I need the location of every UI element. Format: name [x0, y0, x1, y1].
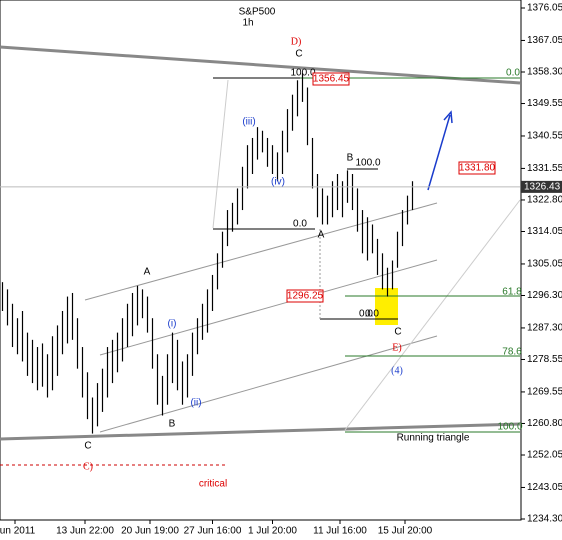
- y-tick-label: 1367.05: [527, 35, 562, 46]
- x-tick-label: Jun 2011: [0, 526, 36, 537]
- annotation: 1296.25: [287, 291, 324, 302]
- y-tick-label: 1349.55: [527, 98, 562, 109]
- annotation: 1331.80: [459, 163, 496, 174]
- annotation: B: [347, 153, 354, 164]
- y-tick-label: 1243.05: [527, 482, 562, 493]
- last-price-box: [521, 180, 562, 193]
- y-tick-label: 1296.30: [527, 290, 562, 301]
- trendline: [0, 45, 521, 85]
- annotation: E): [392, 342, 401, 353]
- arrow: [427, 114, 451, 191]
- annotation: critical: [199, 479, 227, 490]
- annotation: C: [84, 441, 91, 452]
- y-tick-label: 1322.80: [527, 195, 562, 206]
- helper-line: [212, 79, 229, 229]
- annotation: 61.8: [502, 287, 522, 298]
- y-tick-label: 1305.05: [527, 259, 562, 270]
- highlight-box: [375, 288, 398, 325]
- annotation: Running triangle: [397, 433, 470, 444]
- chart-title: S&P500: [239, 7, 276, 18]
- y-tick-label: 1278.55: [527, 354, 562, 365]
- channel-line: [84, 202, 438, 301]
- drawings: [0, 45, 521, 466]
- annotation: C: [295, 49, 302, 60]
- annotation: 0.0: [365, 309, 379, 320]
- price-tag: [312, 72, 350, 86]
- y-tick-label: 1234.30: [527, 514, 562, 525]
- y-tick-label: 1314.05: [527, 226, 562, 237]
- annotation: 0.0: [506, 68, 520, 79]
- y-tick-label: 1340.55: [527, 131, 562, 142]
- y-tick-label: 1358.30: [527, 67, 562, 78]
- annotation: (iv): [271, 177, 285, 188]
- y-tick-label: 1260.80: [527, 418, 562, 429]
- x-tick-label: 20 Jun 19:00: [121, 526, 179, 537]
- annotation: D): [291, 36, 302, 47]
- y-tick-label: 1331.55: [527, 163, 562, 174]
- annotation: 100.0: [497, 422, 522, 433]
- chart-subtitle: 1h: [242, 18, 253, 29]
- last-price-label: 1326.43: [524, 182, 561, 193]
- x-tick-label: 13 Jun 22:00: [56, 526, 114, 537]
- annotation: C): [83, 461, 93, 472]
- x-tick-label: 11 Jul 16:00: [313, 526, 367, 537]
- price-tag: [286, 289, 324, 303]
- annotation: (ii): [190, 398, 201, 409]
- y-tick-label: 1287.30: [527, 323, 562, 334]
- y-tick-label: 1252.05: [527, 450, 562, 461]
- y-tick-label: 1376.05: [527, 3, 562, 14]
- annotation: 0.0: [293, 219, 307, 230]
- annotation: B: [169, 419, 176, 430]
- helper-line: [344, 199, 521, 431]
- annotation: (4): [391, 365, 403, 376]
- trendline: [0, 422, 521, 441]
- x-tick-label: 1 Jul 20:00: [248, 526, 297, 537]
- arrow-head: [443, 110, 453, 124]
- x-tick-label: 27 Jun 16:00: [184, 526, 242, 537]
- annotation: 1356.45: [313, 74, 350, 85]
- annotation: 100.0: [355, 158, 380, 169]
- annotation: (i): [168, 319, 177, 330]
- annotation: 0.0: [359, 309, 373, 320]
- y-tick-label: 1269.55: [527, 387, 562, 398]
- annotation: (iii): [242, 117, 255, 128]
- annotation: 78.6: [502, 347, 522, 358]
- price-tag: [458, 161, 496, 175]
- plot-frame: [0, 0, 522, 521]
- annotation: A: [144, 267, 151, 278]
- channel-line: [99, 259, 438, 356]
- channel-line: [99, 335, 438, 433]
- annotation: 100.0: [290, 68, 315, 79]
- annotation: C: [394, 327, 401, 338]
- annotation: A: [318, 230, 325, 241]
- x-tick-label: 15 Jul 20:00: [378, 526, 433, 537]
